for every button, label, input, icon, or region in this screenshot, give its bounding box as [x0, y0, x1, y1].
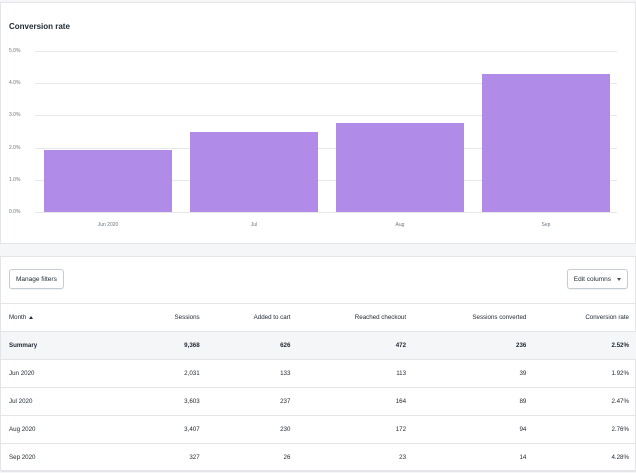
report-table-card: Manage filters Edit columns Month Sessio…: [0, 256, 636, 472]
x-tick-label: Jul: [250, 222, 258, 228]
table-cell: 2.76%: [534, 415, 636, 444]
gridline: [35, 147, 617, 149]
bar[interactable]: [43, 150, 173, 212]
x-tick-label: Sep: [541, 222, 551, 228]
table-cell: 3,603: [137, 387, 208, 416]
table-cell: 3,407: [137, 415, 208, 444]
table-cell: Jun 2020: [1, 359, 137, 388]
table-cell: 164: [298, 387, 415, 416]
table-cell: 230: [207, 415, 299, 444]
column-header-added-to-cart[interactable]: Added to cart: [207, 304, 299, 332]
summary-cell: Summary: [1, 331, 137, 360]
table-cell: 26: [207, 443, 299, 472]
table-cell: 14: [414, 443, 535, 472]
table-row: Aug 2020 3,407 230 172 94 2.76%: [1, 415, 636, 444]
gridline: [35, 115, 617, 117]
table-cell: 172: [298, 415, 415, 444]
table-cell: Sep 2020: [1, 443, 137, 472]
table-cell: 23: [298, 443, 415, 472]
summary-cell: 472: [298, 331, 415, 360]
chart-title: Conversion rate: [9, 22, 70, 31]
table-cell: 89: [414, 387, 535, 416]
report-table: Month Sessions Added to cart Reached che…: [1, 304, 636, 472]
gridline: [35, 179, 617, 181]
x-tick-label: Jun 2020: [97, 222, 119, 228]
bar[interactable]: [189, 132, 319, 212]
y-tick-label: 4.0%: [9, 80, 21, 87]
gridline: [35, 83, 617, 85]
table-cell: 113: [298, 359, 415, 388]
table-cell: Aug 2020: [1, 415, 137, 444]
y-tick-label: 5.0%: [9, 48, 21, 54]
summary-row: Summary 9,368 626 472 236 2.52%: [1, 331, 636, 360]
conversion-rate-chart-card: Conversion rate 0.0% 1.0% 2.0% 3.0% 4.0% 5.0%…: [0, 2, 636, 244]
column-header-month-label: Month: [9, 314, 27, 321]
gridline: [35, 51, 617, 52]
table-body: Summary 9,368 626 472 236 2.52% Jun 2020…: [1, 331, 636, 472]
column-header-conversion-rate-label: Conversion rate: [585, 314, 629, 321]
table-cell: 39: [414, 359, 535, 388]
summary-cell: 2.52%: [534, 331, 636, 360]
column-header-sessions-converted-label: Sessions converted: [472, 314, 527, 321]
manage-filters-button[interactable]: Manage filters: [9, 269, 64, 289]
y-tick-label: 0.0%: [9, 209, 21, 215]
column-header-reached-checkout-label: Reached checkout: [354, 314, 407, 321]
table-row: Sep 2020 327 26 23 14 4.28%: [1, 443, 636, 472]
table-row: Jul 2020 3,603 237 164 89 2.47%: [1, 387, 636, 416]
table-cell: 94: [414, 415, 535, 444]
table-toolbar: Manage filters Edit columns: [1, 257, 635, 304]
sort-ascending-icon: [29, 315, 34, 319]
x-tick-label: Aug: [395, 222, 405, 228]
table-cell: 327: [137, 443, 208, 472]
table-cell: 4.28%: [534, 443, 636, 472]
column-header-month[interactable]: Month: [1, 304, 137, 332]
gridline: [35, 212, 617, 213]
summary-cell: 626: [207, 331, 299, 360]
caret-down-icon: [617, 277, 621, 281]
summary-cell: 9,368: [137, 331, 208, 360]
column-header-sessions[interactable]: Sessions: [137, 304, 208, 332]
table-header-row: Month Sessions Added to cart Reached che…: [1, 304, 636, 332]
table-cell: Jul 2020: [1, 387, 137, 416]
column-header-conversion-rate[interactable]: Conversion rate: [534, 304, 636, 332]
column-header-sessions-label: Sessions: [174, 314, 200, 321]
bar[interactable]: [481, 74, 611, 212]
table-cell: 1.92%: [534, 359, 636, 388]
bar[interactable]: [335, 123, 465, 212]
table-cell: 2.47%: [534, 387, 636, 416]
table-row: Jun 2020 2,031 133 113 39 1.92%: [1, 359, 636, 388]
column-header-sessions-converted[interactable]: Sessions converted: [414, 304, 535, 332]
y-tick-label: 3.0%: [9, 112, 21, 119]
summary-cell: 236: [414, 331, 535, 360]
table-cell: 2,031: [137, 359, 208, 388]
edit-columns-label: Edit columns: [573, 275, 611, 283]
column-header-reached-checkout[interactable]: Reached checkout: [298, 304, 415, 332]
y-tick-label: 1.0%: [9, 176, 21, 183]
manage-filters-label: Manage filters: [16, 275, 57, 283]
table-cell: 133: [207, 359, 299, 388]
column-header-added-to-cart-label: Added to cart: [253, 314, 291, 321]
edit-columns-button[interactable]: Edit columns: [566, 269, 628, 289]
table-cell: 237: [207, 387, 299, 416]
y-tick-label: 2.0%: [9, 144, 21, 151]
